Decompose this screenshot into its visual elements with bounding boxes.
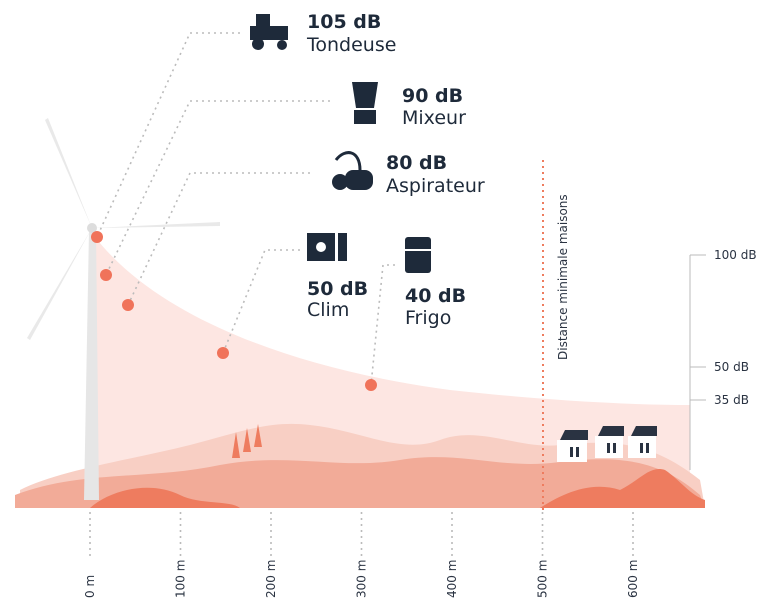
noise-point (122, 299, 134, 311)
houses (557, 426, 657, 462)
leader-line (370, 264, 395, 386)
leader-line (105, 100, 330, 276)
distance-label: 400 m (445, 560, 459, 598)
noise-point (91, 231, 103, 243)
distance-label: 500 m (536, 560, 550, 598)
noise-level: 40 dB (405, 285, 466, 307)
threshold-label: Distance minimale maisons (556, 194, 570, 360)
source-name: Tondeuse (306, 34, 396, 56)
db-label: 35 dB (714, 393, 749, 407)
leader-line (222, 249, 300, 354)
distance-label: 200 m (264, 560, 278, 598)
trees (232, 424, 262, 458)
source-name: Mixeur (402, 107, 466, 129)
noise-level: 90 dB (402, 85, 463, 107)
source-name: Frigo (405, 307, 451, 329)
icons (250, 14, 431, 273)
wind-turbine (27, 118, 220, 500)
source-name: Clim (307, 299, 349, 321)
noise-point (100, 269, 112, 281)
noise-level: 80 dB (386, 152, 447, 174)
leader-line (127, 172, 310, 306)
noise-point (365, 379, 377, 391)
hill-front (90, 469, 705, 508)
hill-mid (15, 457, 705, 508)
db-label: 100 dB (714, 248, 757, 262)
distance-label: 300 m (355, 560, 369, 598)
noise-level: 50 dB (307, 278, 368, 300)
distance-label: 600 m (626, 560, 640, 598)
noise-point (217, 347, 229, 359)
source-name: Aspirateur (386, 175, 485, 197)
leader-line (96, 32, 240, 238)
distance-label: 100 m (174, 560, 188, 598)
distance-label: 0 m (83, 575, 97, 598)
db-label: 50 dB (714, 360, 749, 374)
noise-level: 105 dB (307, 11, 381, 33)
